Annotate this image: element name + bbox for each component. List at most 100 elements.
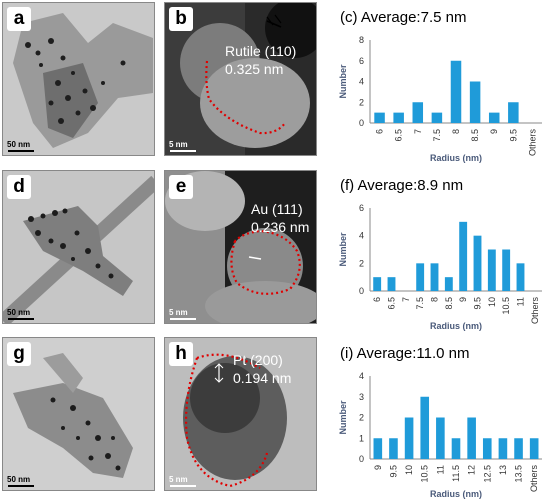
histogram-bar xyxy=(473,235,482,291)
x-tick-label: 12.5 xyxy=(482,465,492,483)
histogram-bar xyxy=(502,249,511,291)
x-tick-label: Others xyxy=(527,129,537,157)
x-tick-label: 11 xyxy=(435,465,445,474)
y-axis-label: Number xyxy=(338,400,348,435)
histogram-bar xyxy=(412,102,424,123)
x-tick-label: 6 xyxy=(375,129,385,134)
tem-image-b: b Rutile (110) 0.325 nm 5 nm xyxy=(164,2,317,156)
histogram-bar xyxy=(416,263,425,291)
histogram-bar xyxy=(431,112,443,123)
x-tick-label: 9 xyxy=(373,465,383,470)
x-tick-label: 9.5 xyxy=(388,465,398,478)
scale-bar-d xyxy=(8,318,34,320)
y-tick-label: 8 xyxy=(359,35,364,45)
histogram-bar xyxy=(374,112,385,123)
panel-label-d: d xyxy=(7,175,31,199)
histogram-bar xyxy=(420,396,430,459)
scale-label-g: 50 nm xyxy=(7,475,31,484)
x-axis-label: Radius (nm) xyxy=(430,153,482,163)
x-tick-label: 8.5 xyxy=(470,129,480,142)
y-axis-label: Number xyxy=(338,64,348,99)
x-tick-label: 11 xyxy=(516,297,526,306)
histogram-bar xyxy=(482,438,492,459)
histogram-bar xyxy=(436,417,445,459)
y-tick-label: 0 xyxy=(359,118,364,128)
hrtem-micrograph-h xyxy=(165,338,316,490)
y-tick-label: 6 xyxy=(359,56,364,66)
tem-image-e: e Au (111) 0.236 nm 5 nm xyxy=(164,170,317,324)
histogram-bar xyxy=(459,221,468,291)
x-tick-label: 11.5 xyxy=(451,465,461,482)
x-tick-label: 10.5 xyxy=(501,297,511,315)
y-tick-label: 3 xyxy=(359,392,364,402)
tem-image-g: g 50 nm xyxy=(2,337,155,491)
x-tick-label: 10.5 xyxy=(420,465,430,483)
histogram-i: (i) Average:11.0 nm 0 1 2 3 4 Number 9 9.5 10 10.5… xyxy=(328,336,550,501)
scale-label-a: 50 nm xyxy=(7,140,31,149)
tem-micrograph-a xyxy=(3,3,154,155)
x-tick-label: 6 xyxy=(372,297,382,302)
y-tick-label: 1 xyxy=(359,433,364,443)
tem-image-d: d 50 nm xyxy=(2,170,155,324)
panel-label-e: e xyxy=(169,175,193,199)
x-axis-label: Radius (nm) xyxy=(430,321,482,331)
x-axis-label: Radius (nm) xyxy=(430,489,482,499)
lattice-spacing-e: 0.236 nm xyxy=(251,219,310,235)
lattice-spacing-b: 0.325 nm xyxy=(225,61,284,77)
y-tick-label: 4 xyxy=(359,231,364,241)
lattice-phase-h: Pt (200) xyxy=(233,352,283,368)
histogram-bar xyxy=(488,112,500,123)
histogram-bar xyxy=(516,263,525,291)
tem-image-h: h Pt (200) 0.194 nm 5 nm xyxy=(164,337,317,491)
hrtem-micrograph-b xyxy=(165,3,316,155)
x-tick-label: 7.5 xyxy=(415,297,425,310)
scale-bar-h xyxy=(170,485,196,487)
y-tick-label: 4 xyxy=(359,77,364,87)
y-tick-label: 4 xyxy=(359,371,364,381)
histogram-bar xyxy=(467,417,476,459)
histogram-bar xyxy=(508,102,519,123)
y-tick-label: 2 xyxy=(359,258,364,268)
histogram-bar xyxy=(387,277,396,291)
scale-bar-b xyxy=(170,150,196,152)
x-tick-label: 9 xyxy=(458,297,468,302)
x-tick-label: 7.5 xyxy=(432,129,442,142)
histogram-bar xyxy=(451,438,461,459)
lattice-phase-e: Au (111) xyxy=(251,201,303,217)
x-tick-label: Others xyxy=(530,297,540,325)
panel-label-a: a xyxy=(7,7,31,31)
x-tick-label: 8.5 xyxy=(444,297,454,310)
x-tick-label: 13 xyxy=(498,465,508,475)
y-axis-label: Number xyxy=(338,232,348,267)
x-tick-label: 9.5 xyxy=(508,129,518,142)
scale-label-d: 50 nm xyxy=(7,308,31,317)
histogram-c: (c) Average:7.5 nm 0 2 4 6 8 Number 6 6.5 7 7.5 8 8.… xyxy=(328,0,550,165)
y-tick-label: 6 xyxy=(359,203,364,213)
x-tick-label: 9 xyxy=(489,129,499,134)
panel-label-g: g xyxy=(7,342,31,366)
x-tick-label: 6.5 xyxy=(394,129,404,142)
x-tick-label: 7 xyxy=(413,129,423,134)
x-tick-label: Others xyxy=(529,465,539,493)
lattice-spacing-h: 0.194 nm xyxy=(233,370,292,386)
histogram-bar xyxy=(373,277,382,291)
histogram-bar xyxy=(404,417,414,459)
x-tick-label: 9.5 xyxy=(473,297,483,310)
histogram-bar xyxy=(430,263,439,291)
x-tick-label: 13.5 xyxy=(514,465,524,483)
histogram-bar xyxy=(373,438,383,459)
tem-image-a: a 50 nm xyxy=(2,2,155,156)
x-tick-label: 8 xyxy=(430,297,440,302)
histogram-bar xyxy=(469,81,481,123)
histogram-bar xyxy=(389,438,398,459)
lattice-phase-b: Rutile (110) xyxy=(225,43,297,59)
x-tick-label: 7 xyxy=(401,297,411,302)
x-tick-label: 12 xyxy=(467,465,477,475)
scale-label-e: 5 nm xyxy=(169,308,188,317)
y-tick-label: 0 xyxy=(359,286,364,296)
y-tick-label: 2 xyxy=(359,413,364,423)
histogram-bar xyxy=(450,60,462,123)
chart-title: (i) Average:11.0 nm xyxy=(340,345,470,362)
scale-label-b: 5 nm xyxy=(169,140,188,149)
